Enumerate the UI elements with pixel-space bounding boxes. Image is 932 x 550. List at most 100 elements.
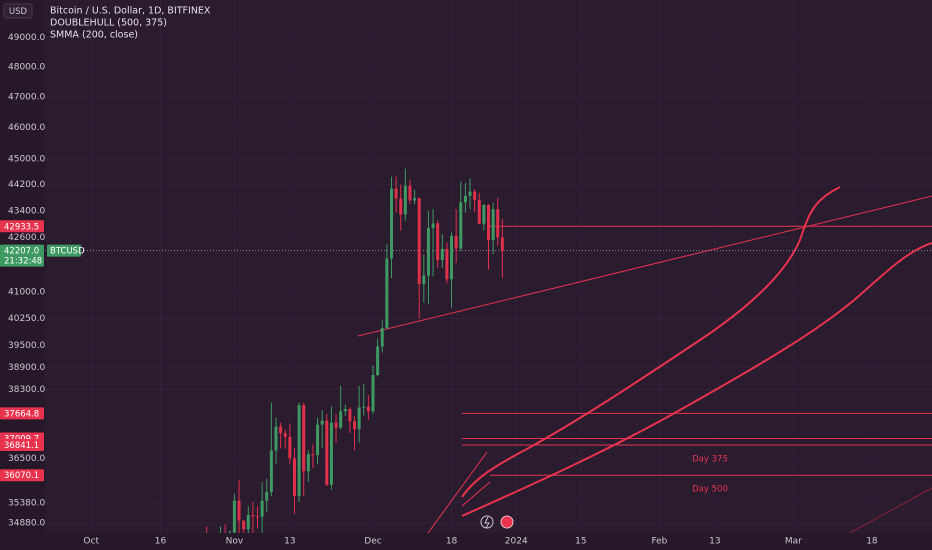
y-tick-label: 45000.0 xyxy=(8,155,45,165)
grid xyxy=(45,0,932,533)
candle-body xyxy=(320,420,324,425)
candle-body xyxy=(403,185,407,215)
price-tag xyxy=(0,438,44,451)
candle-body xyxy=(256,516,260,518)
flash-icon[interactable] xyxy=(480,515,494,529)
candle-body xyxy=(389,188,393,259)
price-tag xyxy=(0,220,44,233)
candle-body xyxy=(274,426,278,451)
candle-body xyxy=(306,454,310,472)
y-tick-label: 39500.0 xyxy=(8,341,45,351)
annotation: Day 500 xyxy=(692,485,728,495)
candle-body xyxy=(450,235,454,280)
candle-body xyxy=(477,200,481,224)
candle-body xyxy=(329,422,333,485)
currency-box[interactable] xyxy=(3,3,33,19)
candle-body xyxy=(482,204,486,224)
price-axis-panel xyxy=(0,0,45,550)
y-tick-label: 43400.0 xyxy=(8,206,45,216)
x-tick-label: Oct xyxy=(83,537,99,547)
last-price-tag xyxy=(0,244,44,267)
price-tag-label: 36070.1 xyxy=(4,471,39,481)
x-tick-label: 13 xyxy=(284,537,295,547)
y-tick-label: 38300.0 xyxy=(8,385,45,395)
candle-body xyxy=(292,458,296,496)
indicator-label: SMMA (200, close) xyxy=(50,30,138,41)
indicator-label: DOUBLEHULL (500, 375) xyxy=(50,18,167,29)
candle-body xyxy=(260,500,264,517)
candle-body xyxy=(491,209,495,241)
candle-body xyxy=(237,500,241,521)
x-tick-label: 18 xyxy=(446,537,458,547)
candle-body xyxy=(362,406,366,408)
day-500-ray xyxy=(461,481,491,507)
price-tag xyxy=(0,407,44,420)
hull-projection xyxy=(461,242,932,517)
x-tick-label: Dec xyxy=(364,537,381,547)
candle-body xyxy=(436,223,440,261)
y-tick-label: 40250.0 xyxy=(8,314,45,324)
candle-body xyxy=(265,491,269,501)
candle-body xyxy=(380,328,384,347)
candle-body xyxy=(366,406,370,412)
flash-glyph xyxy=(484,516,490,529)
candle-body xyxy=(242,520,246,530)
y-tick-label: 38900.0 xyxy=(8,363,45,373)
y-tick-label: 36500.0 xyxy=(8,454,45,464)
candle-body xyxy=(408,185,412,201)
overlay: 49000.0 48000.0 47000.0 46000.0 45000.0 44200… xyxy=(0,33,878,547)
candle-body xyxy=(431,223,435,229)
chart-title: Bitcoin / U.S. Dollar, 1D, BITFINEX xyxy=(50,6,211,17)
candle-body xyxy=(445,248,449,280)
y-tick-label: 49000.0 xyxy=(8,33,45,43)
flag-icon[interactable] xyxy=(500,515,514,529)
candle-body xyxy=(500,237,504,251)
y-tick-label: 47000.0 xyxy=(8,92,45,102)
time-axis-panel xyxy=(0,533,932,550)
price-tag-label: 37664.8 xyxy=(4,409,39,419)
x-tick-label: 16 xyxy=(155,537,167,547)
candle-body xyxy=(417,198,421,284)
candle-body xyxy=(473,191,477,201)
candle-body xyxy=(486,204,491,241)
candle-body xyxy=(232,500,236,533)
price-tag-label: 42933.5 xyxy=(4,222,39,232)
candle-body xyxy=(311,454,315,456)
candle-body xyxy=(288,436,292,459)
candle-body xyxy=(468,191,472,196)
trend-line xyxy=(357,195,932,337)
x-tick-label: Nov xyxy=(226,537,244,547)
candle-body xyxy=(269,450,273,492)
candle-body xyxy=(394,188,398,199)
candle-body xyxy=(246,514,250,530)
currency: USD xyxy=(9,7,28,17)
symbol-label: BTCUSD xyxy=(50,247,85,257)
x-tick-label: 2024 xyxy=(505,537,528,547)
candle-body xyxy=(496,209,500,238)
y-tick-label: 46000.0 xyxy=(8,123,45,133)
candle-body xyxy=(376,346,380,375)
last-price-label: 42207.0 xyxy=(4,247,39,257)
candle-body xyxy=(357,407,361,430)
candle-body xyxy=(343,409,347,412)
candle-body xyxy=(463,195,467,203)
candles xyxy=(206,168,504,533)
candle-body xyxy=(353,421,357,430)
y-tick-label: 42600.0 xyxy=(8,233,45,243)
candle-body xyxy=(283,433,287,437)
candle-body xyxy=(399,198,403,215)
x-tick-label: 15 xyxy=(575,537,586,547)
candle-body xyxy=(413,198,417,201)
candle-body xyxy=(325,420,329,485)
candle-body xyxy=(251,514,255,517)
drawings xyxy=(45,186,932,533)
y-tick-label: 41000.0 xyxy=(8,288,45,298)
x-tick-label: Mar xyxy=(785,537,802,547)
candle-body xyxy=(302,405,306,472)
candle-body xyxy=(316,424,320,456)
annotation: Day 375 xyxy=(692,455,728,465)
y-tick-label: 48000.0 xyxy=(8,62,45,72)
y-tick-label: 35380.0 xyxy=(8,498,45,508)
